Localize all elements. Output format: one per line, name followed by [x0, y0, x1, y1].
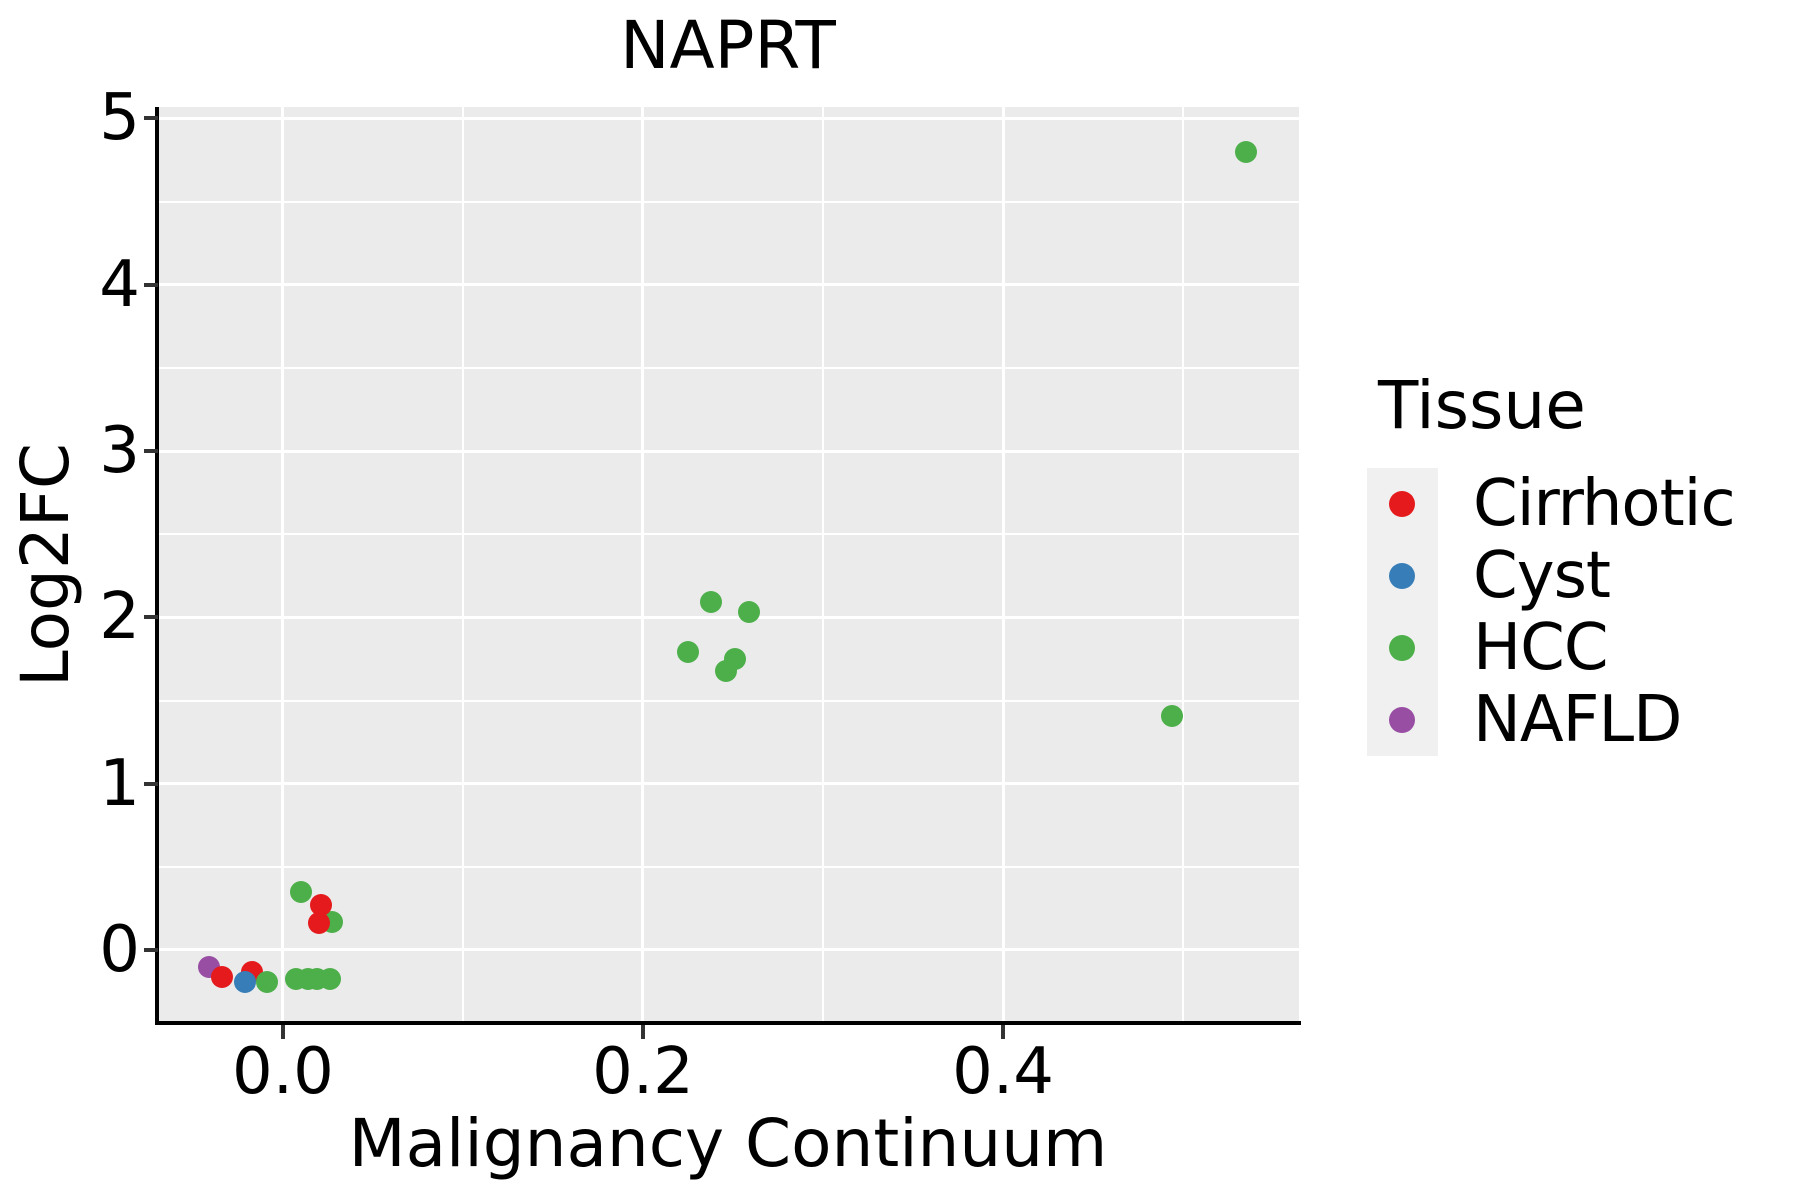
- minor-gridline-y: [158, 366, 1299, 369]
- y-tick-label: 5: [99, 81, 140, 156]
- x-tick-mark: [280, 1025, 285, 1039]
- point-hcc: [700, 591, 723, 614]
- y-tick-mark: [144, 781, 158, 786]
- legend-label-nafld: NAFLD: [1473, 683, 1682, 757]
- major-gridline-y: [158, 782, 1299, 786]
- point-hcc: [318, 968, 341, 991]
- legend-title: Tissue: [1378, 367, 1586, 444]
- x-axis-line: [155, 1021, 1301, 1025]
- x-tick-mark: [1001, 1025, 1006, 1039]
- legend-label-hcc: HCC: [1473, 611, 1608, 685]
- legend-label-cirrhotic: Cirrhotic: [1473, 467, 1736, 541]
- y-tick-label: 3: [99, 414, 140, 489]
- legend-dot-nafld: [1389, 707, 1415, 733]
- x-axis-label: Malignancy Continuum: [348, 1105, 1108, 1182]
- point-hcc: [255, 970, 278, 993]
- major-gridline-y: [158, 116, 1299, 120]
- minor-gridline-y: [158, 699, 1299, 702]
- point-hcc: [738, 601, 761, 624]
- legend-dot-hcc: [1389, 635, 1415, 661]
- y-axis-line: [155, 107, 159, 1025]
- point-hcc: [289, 880, 312, 903]
- y-tick-mark: [144, 282, 158, 287]
- major-gridline-y: [158, 948, 1299, 952]
- y-tick-mark: [144, 116, 158, 121]
- legend-dot-cirrhotic: [1389, 491, 1415, 517]
- legend-label-cyst: Cyst: [1473, 539, 1611, 613]
- minor-gridline-y: [158, 200, 1299, 203]
- minor-gridline-x: [822, 107, 824, 1023]
- minor-gridline-y: [158, 865, 1299, 868]
- major-gridline-x: [641, 107, 645, 1023]
- x-tick-label: 0.0: [232, 1035, 334, 1109]
- x-tick-label: 0.2: [592, 1035, 694, 1109]
- plot-title: NAPRT: [620, 7, 836, 84]
- legend-key: [1367, 684, 1438, 756]
- minor-gridline-x: [461, 107, 464, 1023]
- y-tick-mark: [144, 449, 158, 454]
- y-tick-mark: [144, 947, 158, 952]
- legend-dot-cyst: [1389, 563, 1415, 589]
- point-cirrhotic: [210, 965, 233, 988]
- y-tick-label: 4: [99, 247, 140, 322]
- point-hcc: [723, 647, 746, 670]
- major-gridline-y: [158, 283, 1299, 287]
- legend-key: [1367, 612, 1438, 684]
- plot-panel: [158, 107, 1299, 1023]
- major-gridline-y: [158, 449, 1299, 453]
- legend-key: [1367, 540, 1438, 612]
- point-cirrhotic: [309, 894, 332, 917]
- point-hcc: [676, 641, 699, 664]
- x-tick-label: 0.4: [952, 1035, 1054, 1109]
- major-gridline-x: [281, 107, 285, 1023]
- major-gridline-y: [158, 615, 1299, 619]
- x-tick-mark: [640, 1025, 645, 1039]
- y-tick-label: 0: [99, 912, 140, 987]
- y-tick-mark: [144, 615, 158, 620]
- point-hcc: [1161, 704, 1184, 727]
- point-hcc: [1235, 140, 1258, 163]
- point-cirrhotic: [307, 912, 330, 935]
- minor-gridline-x: [1182, 107, 1185, 1023]
- minor-gridline-y: [158, 533, 1299, 536]
- y-tick-label: 2: [99, 580, 140, 655]
- y-tick-label: 1: [99, 746, 140, 821]
- major-gridline-x: [1001, 107, 1005, 1023]
- point-cyst: [234, 970, 257, 993]
- legend-key: [1367, 468, 1438, 540]
